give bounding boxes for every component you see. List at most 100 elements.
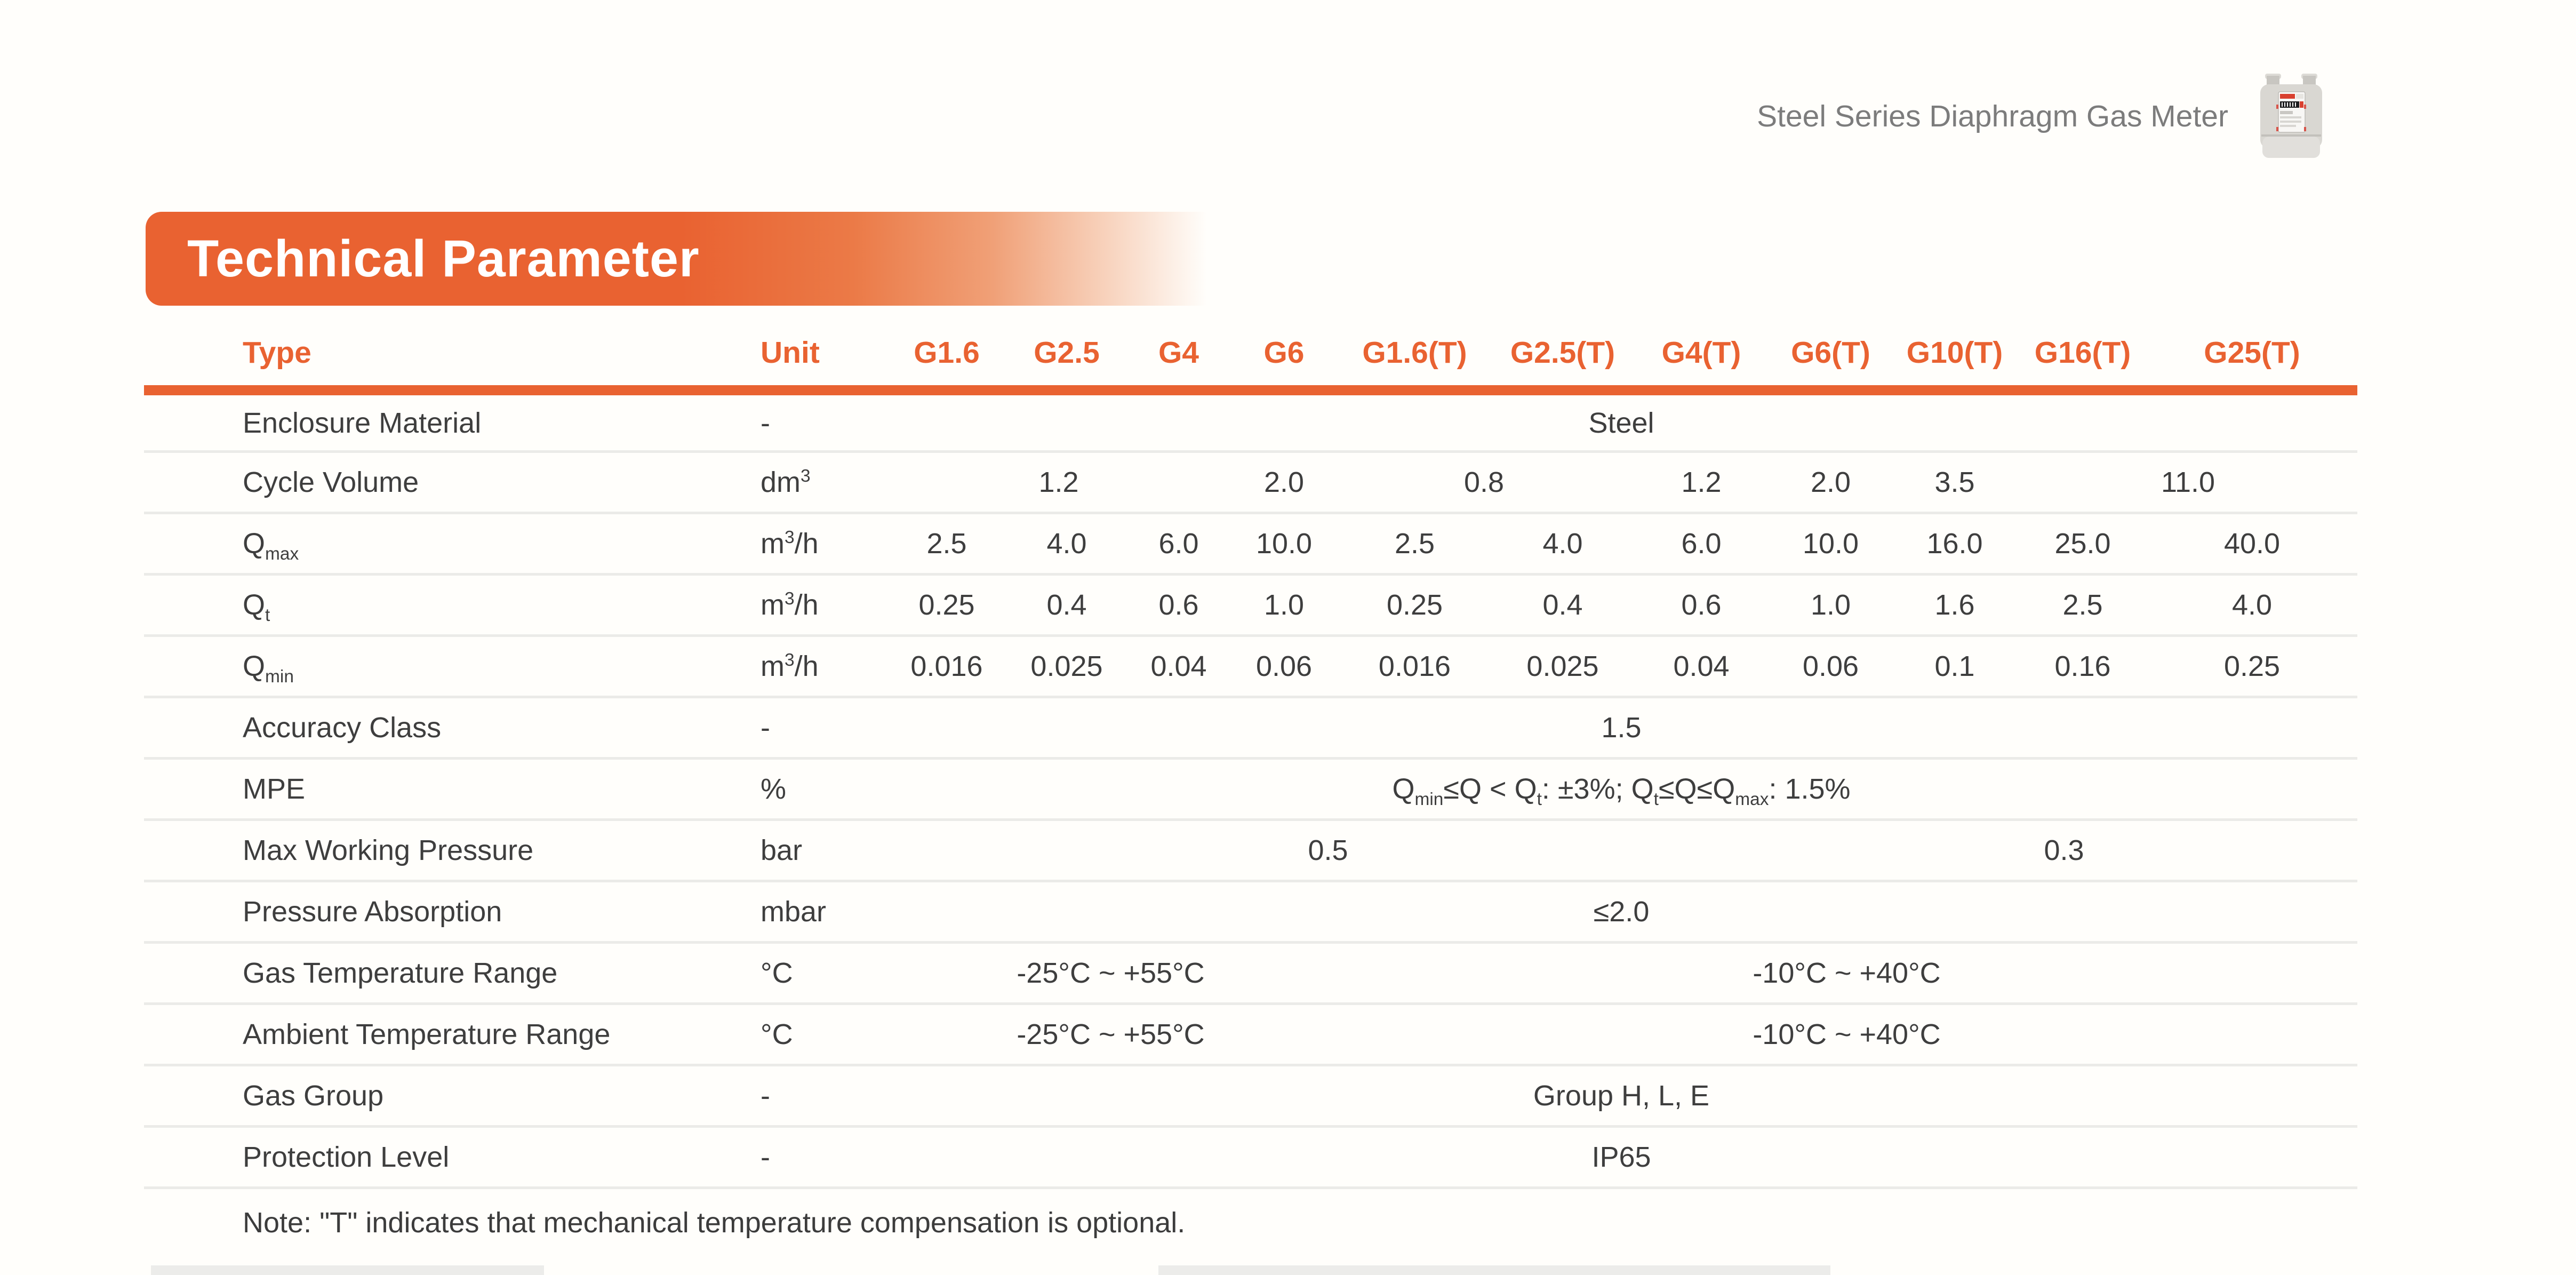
row-value: 0.016 (1336, 634, 1493, 697)
table-note: Note: "T" indicates that mechanical temp… (243, 1207, 1186, 1239)
column-header-model: G4 (1125, 335, 1232, 395)
table-row: Cycle Volume dm3 1.2 2.0 0.8 1.2 2.0 3.5… (144, 450, 2357, 513)
row-value: 11.0 (2019, 450, 2357, 513)
table-row: Pressure Absorption mbar ≤2.0 (144, 880, 2357, 943)
section-title: Technical Parameter (187, 229, 700, 288)
row-value: 2.5 (1336, 512, 1493, 575)
row-label: Accuracy Class (144, 696, 741, 759)
technical-parameter-section: Type Unit G1.6 G2.5 G4 G6 G1.6(T) G2.5(T… (144, 335, 2357, 1239)
column-header-type: Type (144, 335, 741, 395)
section-banner: Technical Parameter (146, 212, 1218, 306)
row-unit: bar (741, 818, 885, 881)
row-value: 0.25 (1336, 573, 1493, 636)
column-header-model: G2.5 (1008, 335, 1125, 395)
table-row: Qt m3/h 0.25 0.4 0.6 1.0 0.25 0.4 0.6 1.… (144, 573, 2357, 636)
row-value: 16.0 (1891, 512, 2019, 575)
row-value: 2.0 (1771, 450, 1891, 513)
row-unit: m3/h (741, 634, 885, 697)
row-label: Cycle Volume (144, 450, 741, 513)
row-label: Max Working Pressure (144, 818, 741, 881)
row-value: 3.5 (1891, 450, 2019, 513)
row-value: 1.2 (885, 450, 1232, 513)
cropped-next-section-artifact (151, 1265, 544, 1275)
row-unit: - (741, 696, 885, 759)
row-label: Enclosure Material (243, 407, 482, 439)
row-value: 0.025 (1493, 634, 1632, 697)
gas-meter-photo (2260, 74, 2322, 158)
row-unit: dm3 (741, 450, 885, 513)
table-row: Max Working Pressure bar 0.5 0.3 (144, 818, 2357, 881)
column-header-model: G6(T) (1771, 335, 1891, 395)
row-value: 2.0 (1232, 450, 1336, 513)
row-value: 0.04 (1632, 634, 1771, 697)
row-value: 0.5 (885, 818, 1771, 881)
row-unit: °C (741, 941, 885, 1004)
row-value: Group H, L, E (885, 1064, 2357, 1127)
row-value: -10°C ~ +40°C (1336, 941, 2357, 1004)
column-header-model: G6 (1232, 335, 1336, 395)
row-value: 10.0 (1232, 512, 1336, 575)
row-label: Qmin (144, 634, 741, 697)
row-value: 0.3 (1771, 818, 2357, 881)
table-row: Accuracy Class - 1.5 (144, 696, 2357, 759)
cropped-next-section-artifact (1158, 1265, 1830, 1275)
row-value: 1.6 (1891, 573, 2019, 636)
row-value: 2.5 (2019, 573, 2147, 636)
row-value: 1.2 (1632, 450, 1771, 513)
table-body: Enclosure Material - Steel Cycle Volume … (144, 391, 2357, 1189)
row-unit: - (741, 1125, 885, 1189)
column-header-unit: Unit (741, 335, 885, 395)
row-value: 40.0 (2147, 512, 2357, 575)
row-label: Ambient Temperature Range (144, 1002, 741, 1065)
row-value: 1.0 (1771, 573, 1891, 636)
table-row: Enclosure Material - Steel (144, 391, 2357, 452)
row-value: 0.016 (885, 634, 1008, 697)
table-row: Qmax m3/h 2.5 4.0 6.0 10.0 2.5 4.0 6.0 1… (144, 512, 2357, 575)
row-value: 0.6 (1125, 573, 1232, 636)
row-value: 0.06 (1771, 634, 1891, 697)
row-value: 4.0 (1493, 512, 1632, 575)
table-row: Ambient Temperature Range °C -25°C ~ +55… (144, 1002, 2357, 1065)
row-value: 0.1 (1891, 634, 2019, 697)
row-value: -25°C ~ +55°C (885, 941, 1336, 1004)
page-title: Steel Series Diaphragm Gas Meter (1757, 99, 2228, 133)
table-row: Gas Temperature Range °C -25°C ~ +55°C -… (144, 941, 2357, 1004)
row-unit: - (761, 407, 770, 439)
column-header-model: G16(T) (2019, 335, 2147, 395)
row-value: 0.025 (1008, 634, 1125, 697)
table-row: Gas Group - Group H, L, E (144, 1064, 2357, 1127)
row-value: 2.5 (885, 512, 1008, 575)
row-value: -10°C ~ +40°C (1336, 1002, 2357, 1065)
column-header-model: G1.6(T) (1336, 335, 1493, 395)
table-row: MPE % Qmin≤Q < Qt: ±3%; Qt≤Q≤Qmax: 1.5% (144, 757, 2357, 820)
row-unit: mbar (741, 880, 885, 943)
row-unit: % (741, 757, 885, 820)
row-value: -25°C ~ +55°C (885, 1002, 1336, 1065)
row-value: 0.25 (885, 573, 1008, 636)
row-value: 0.04 (1125, 634, 1232, 697)
row-value: IP65 (885, 1125, 2357, 1189)
row-label: Pressure Absorption (144, 880, 741, 943)
row-value: 10.0 (1771, 512, 1891, 575)
spec-table: Type Unit G1.6 G2.5 G4 G6 G1.6(T) G2.5(T… (144, 335, 2357, 1189)
row-value: Qmin≤Q < Qt: ±3%; Qt≤Q≤Qmax: 1.5% (885, 757, 2357, 820)
row-value: 0.06 (1232, 634, 1336, 697)
row-value: 0.25 (2147, 634, 2357, 697)
column-header-model: G2.5(T) (1493, 335, 1632, 395)
row-value: 1.0 (1232, 573, 1336, 636)
row-value: 6.0 (1125, 512, 1232, 575)
row-value: ≤2.0 (885, 880, 2357, 943)
header-row: Type Unit G1.6 G2.5 G4 G6 G1.6(T) G2.5(T… (144, 335, 2357, 395)
row-value: 1.5 (885, 696, 2357, 759)
row-value: 0.4 (1008, 573, 1125, 636)
table-row: Protection Level - IP65 (144, 1125, 2357, 1189)
page-header: Steel Series Diaphragm Gas Meter (1757, 74, 2326, 159)
row-value: 4.0 (1008, 512, 1125, 575)
column-header-model: G1.6 (885, 335, 1008, 395)
row-label: Gas Group (144, 1064, 741, 1127)
row-value: 0.16 (2019, 634, 2147, 697)
row-value: 6.0 (1632, 512, 1771, 575)
row-unit: °C (741, 1002, 885, 1065)
column-header-model: G4(T) (1632, 335, 1771, 395)
row-value: Steel (1588, 407, 1654, 439)
